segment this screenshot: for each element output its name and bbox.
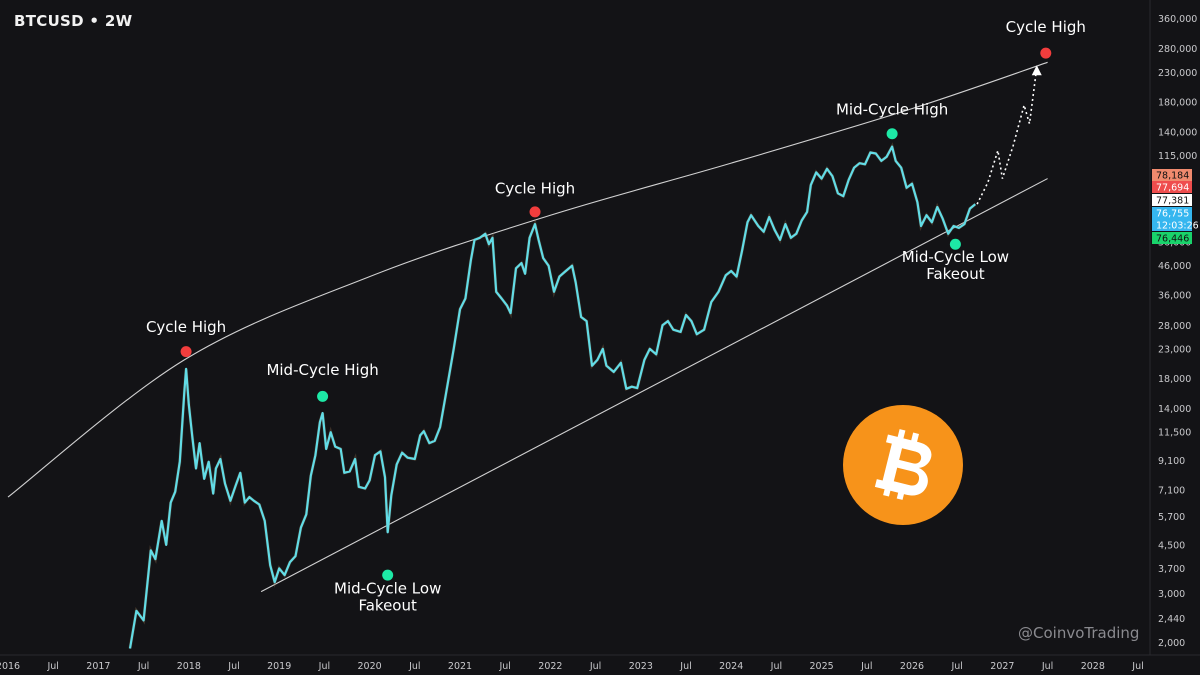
y-tick-label: 46,000 [1158,261,1191,272]
price-badge-label: 76,446 [1156,234,1189,245]
y-tick-label: 18,000 [1158,374,1191,385]
annotation-dot [529,206,541,218]
x-tick-label: Jul [860,661,872,672]
x-tick-label: Jul [227,661,239,672]
annotation-dot [1040,47,1052,59]
y-tick-label: 3,000 [1158,589,1185,600]
annotation-label: Mid-Cycle High [836,100,948,118]
price-badge [1152,232,1192,244]
y-tick-label: 180,000 [1158,97,1197,108]
y-tick-label: 280,000 [1158,44,1197,55]
chart-title: BTCUSD • 2W [14,12,133,30]
annotation-label: Mid-Cycle High [266,361,378,379]
y-tick-label: 2,440 [1158,614,1185,625]
x-tick-label: Jul [1131,661,1143,672]
x-tick-label: 2027 [990,661,1014,672]
annotation-label-line2: Fakeout [926,265,985,283]
x-tick-label: 2018 [177,661,201,672]
y-tick-label: 140,000 [1158,127,1197,138]
bitcoin-logo-icon [843,405,963,525]
price-badge-label: 76,755 [1156,209,1189,220]
annotation-dot [317,390,329,402]
y-tick-label: 9,100 [1158,456,1185,467]
projection-path [976,67,1038,205]
x-tick-label: Jul [679,661,691,672]
x-tick-label: 2019 [267,661,291,672]
x-tick-label: 2017 [86,661,110,672]
annotation-dot [949,238,961,250]
annotation-label: Mid-Cycle Low [334,580,441,598]
price-badge-label: 77,381 [1156,196,1189,207]
annotation-dot [180,346,192,358]
y-tick-label: 115,000 [1158,151,1197,162]
x-tick-label: 2021 [448,661,472,672]
x-tick-label: Jul [1041,661,1053,672]
annotation-label: Cycle High [495,179,575,197]
y-tick-label: 4,500 [1158,540,1185,551]
x-tick-label: 2020 [358,661,382,672]
annotation-label: Cycle High [146,318,226,336]
price-badge [1152,169,1192,181]
projection-arrowhead [1031,65,1042,76]
x-tick-label: Jul [408,661,420,672]
x-tick-label: 2024 [719,661,743,672]
x-tick-label: 2016 [0,661,20,672]
x-tick-label: Jul [950,661,962,672]
x-tick-label: Jul [770,661,782,672]
y-tick-label: 23,000 [1158,344,1191,355]
x-tick-label: Jul [318,661,330,672]
annotation-dot [382,569,394,581]
x-tick-label: Jul [46,661,58,672]
y-tick-label: 360,000 [1158,14,1197,25]
lower-channel-line [260,178,1048,593]
x-tick-label: 2025 [810,661,834,672]
x-tick-label: Jul [498,661,510,672]
price-badge-label: 12:03:26 [1156,221,1199,232]
x-tick-label: 2023 [629,661,653,672]
y-tick-label: 11,500 [1158,428,1191,439]
x-tick-label: Jul [589,661,601,672]
price-badge-label: 77,694 [1156,183,1189,194]
price-line [128,145,976,649]
price-badge-label: 78,184 [1156,171,1189,182]
price-shadow [128,142,977,649]
annotation-label: Mid-Cycle Low [902,248,1009,266]
y-tick-label: 7,100 [1158,486,1185,497]
price-badge [1152,219,1192,231]
y-tick-label: 3,700 [1158,564,1185,575]
x-tick-label: 2026 [900,661,924,672]
y-tick-label: 14,000 [1158,404,1191,415]
annotation-label: Cycle High [1006,18,1086,36]
x-tick-label: Jul [137,661,149,672]
upper-channel-line [7,61,1048,498]
annotation-dot [886,128,898,140]
watermark: @CoinvoTrading [1018,624,1140,642]
y-tick-label: 28,000 [1158,321,1191,332]
x-tick-label: 2028 [1081,661,1105,672]
y-tick-label: 5,700 [1158,512,1185,523]
y-tick-label: 230,000 [1158,68,1197,79]
y-tick-label: 2,000 [1158,638,1185,649]
x-tick-label: 2022 [538,661,562,672]
price-badge [1152,194,1192,206]
price-badge [1152,207,1192,219]
price-badge [1152,181,1192,193]
annotation-label-line2: Fakeout [358,597,417,615]
y-tick-label: 36,000 [1158,291,1191,302]
